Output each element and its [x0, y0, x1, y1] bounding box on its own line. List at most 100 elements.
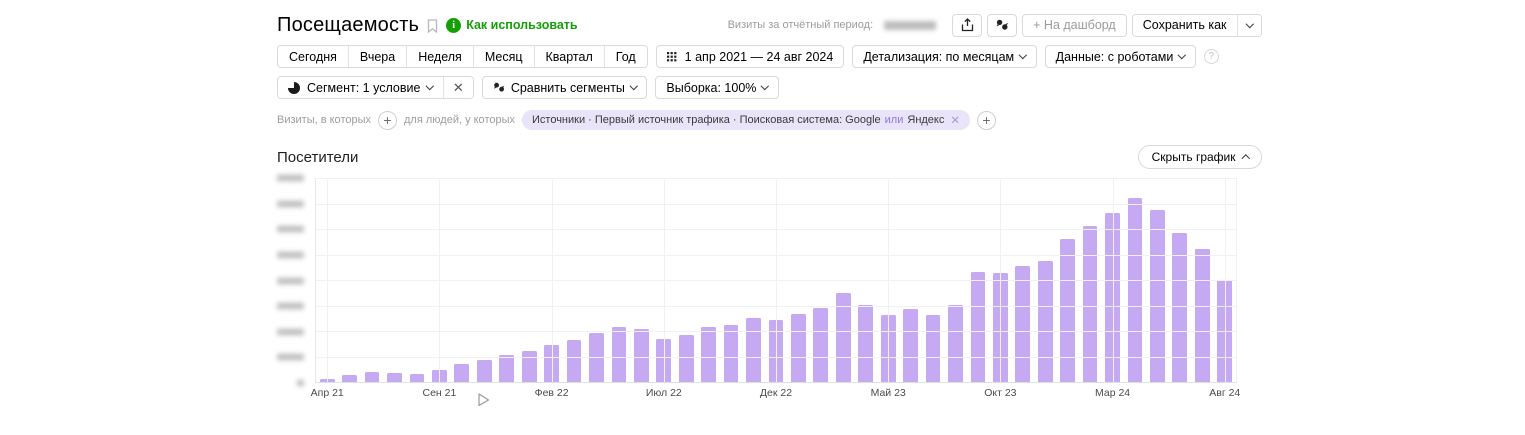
- bar-slot: [316, 178, 338, 382]
- bar-30[interactable]: [970, 271, 986, 382]
- export-button[interactable]: [952, 13, 983, 37]
- compare-segments-dropdown[interactable]: Сравнить сегменты: [481, 76, 648, 99]
- chart-title: Посетители: [277, 148, 359, 166]
- bar-14[interactable]: [611, 327, 627, 382]
- bar-29[interactable]: [948, 305, 963, 382]
- bar-slot: [697, 178, 719, 382]
- bar-slot: [451, 178, 473, 382]
- segment-dropdown[interactable]: Сегмент: 1 условие: [278, 77, 443, 98]
- page-title: Посещаемость: [277, 13, 420, 36]
- period-tab-5[interactable]: Квартал: [534, 46, 605, 67]
- y-axis-label-redacted: [277, 302, 304, 310]
- how-to-use-link[interactable]: i Как использовать: [446, 17, 578, 33]
- bar-12[interactable]: [566, 340, 582, 382]
- bar-17[interactable]: [678, 335, 694, 382]
- period-tab-1[interactable]: Сегодня: [278, 46, 349, 67]
- chevron-down-icon: [426, 82, 435, 90]
- bar-38[interactable]: [1150, 209, 1165, 382]
- date-range-button[interactable]: 1 апр 2021 — 24 авг 2024: [655, 45, 845, 68]
- chevron-down-icon: [761, 82, 770, 90]
- bar-8[interactable]: [476, 360, 492, 382]
- bar-28[interactable]: [925, 315, 941, 382]
- bar-slot: [967, 178, 989, 382]
- x-tick-label: Июл 22: [645, 387, 682, 399]
- visits-in-which-label: Визиты, в которых: [277, 114, 371, 126]
- x-tick-label: Май 23: [870, 387, 906, 399]
- bar-33[interactable]: [1037, 260, 1053, 382]
- add-visit-condition-button[interactable]: +: [378, 110, 397, 130]
- condition-pill[interactable]: Источники · Первый источник трафика · По…: [522, 110, 971, 130]
- bar-25[interactable]: [858, 305, 874, 382]
- period-toolbar: Сегодня Вчера Неделя Месяц Квартал Год 1 апр …: [277, 45, 1262, 68]
- bar-40[interactable]: [1194, 248, 1210, 382]
- bar-27[interactable]: [903, 309, 918, 382]
- for-people-label: для людей, у которых: [404, 114, 515, 126]
- bar-slot: [855, 178, 877, 382]
- bar-11[interactable]: [544, 345, 559, 382]
- x-axis-labels: Апр 21 Сен 21 Фев 22 Июл 22 Дек 22 Май 23 Окт …: [311, 382, 1241, 399]
- bar-21[interactable]: [768, 320, 784, 382]
- y-axis-label-redacted: [277, 200, 304, 208]
- bar-34[interactable]: [1060, 238, 1076, 382]
- bar-5[interactable]: [409, 374, 425, 382]
- bar-35[interactable]: [1082, 225, 1098, 382]
- bar-slot: [1034, 178, 1056, 382]
- plot-area[interactable]: Апр 21 Сен 21 Фев 22 Июл 22 Дек 22 Май 23 Окт …: [311, 178, 1240, 399]
- remove-condition-icon[interactable]: ✕: [950, 115, 961, 127]
- y-axis-label-redacted: [277, 251, 304, 259]
- bar-10[interactable]: [521, 351, 537, 382]
- bar-22[interactable]: [791, 314, 806, 382]
- bar-23[interactable]: [813, 308, 829, 382]
- bar-20[interactable]: [746, 318, 761, 382]
- add-people-condition-button[interactable]: +: [977, 110, 997, 130]
- bar-37[interactable]: [1127, 198, 1143, 382]
- info-icon: i: [446, 17, 462, 33]
- bar-32[interactable]: [1015, 265, 1031, 382]
- hide-chart-button[interactable]: Скрыть график: [1137, 145, 1262, 169]
- bar-13[interactable]: [589, 333, 604, 382]
- add-to-dashboard-button[interactable]: + На дашборд: [1022, 13, 1127, 37]
- bar-4[interactable]: [387, 373, 402, 382]
- calendar-grid-icon: [666, 51, 677, 61]
- y-axis-label-redacted: [277, 225, 304, 233]
- drops-button[interactable]: [987, 13, 1018, 37]
- bar-41[interactable]: [1217, 279, 1233, 382]
- v-gridline: [776, 178, 777, 382]
- bar-19[interactable]: [723, 325, 739, 382]
- period-tab-3[interactable]: Неделя: [407, 46, 474, 67]
- period-tab-6[interactable]: Год: [604, 46, 647, 67]
- x-tick-label: Дек 22: [759, 387, 793, 399]
- bar-18[interactable]: [701, 327, 717, 382]
- bar-slot: [765, 178, 787, 382]
- save-as-button[interactable]: Сохранить как: [1132, 14, 1237, 36]
- bar-15[interactable]: [633, 329, 649, 382]
- bar-31[interactable]: [992, 273, 1008, 382]
- bar-2[interactable]: [342, 375, 358, 382]
- bar-3[interactable]: [364, 372, 380, 382]
- bar-24[interactable]: [835, 293, 851, 382]
- bar-9[interactable]: [499, 355, 515, 382]
- segment-clear-button[interactable]: ✕: [442, 77, 473, 98]
- bar-slot: [742, 178, 764, 382]
- save-as-dropdown-button[interactable]: [1236, 14, 1261, 36]
- bookmark-icon[interactable]: [427, 19, 438, 33]
- bar-1[interactable]: [319, 378, 335, 382]
- chart-header: Посетители Скрыть график: [277, 145, 1262, 169]
- x-tick-label: Апр 21: [310, 387, 344, 399]
- help-icon[interactable]: ?: [1203, 49, 1219, 64]
- bar-7[interactable]: [454, 364, 470, 382]
- bar-slot: [1146, 178, 1168, 382]
- detalization-dropdown[interactable]: Детализация: по месяцам: [852, 45, 1037, 68]
- period-tab-4[interactable]: Месяц: [473, 46, 535, 67]
- bar-6[interactable]: [432, 369, 447, 382]
- period-tab-2[interactable]: Вчера: [348, 46, 408, 67]
- bar-slot: [1012, 178, 1034, 382]
- bar-slot: [630, 178, 652, 382]
- bar-39[interactable]: [1172, 232, 1188, 382]
- y-axis: [277, 174, 315, 387]
- sampling-dropdown[interactable]: Выборка: 100%: [655, 76, 779, 99]
- data-mode-dropdown[interactable]: Данные: с роботами: [1044, 45, 1196, 68]
- x-tick-label: Окт 23: [984, 387, 1017, 399]
- chevron-down-icon: [1178, 51, 1186, 59]
- bar-16[interactable]: [656, 339, 672, 382]
